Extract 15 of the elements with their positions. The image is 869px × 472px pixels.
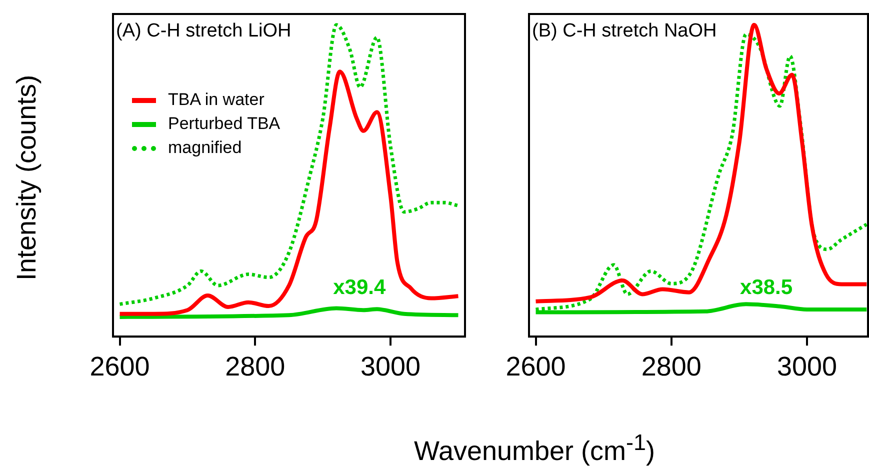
- y-axis-title: Intensity (counts): [12, 74, 42, 280]
- x-tick-label: 3000: [776, 351, 838, 382]
- chart-title: (A) C-H stretch LiOH: [116, 20, 292, 42]
- x-axis-title: Wavenumber (cm$^{-1}$): [412, 430, 656, 467]
- legend-label: magnified: [168, 137, 242, 159]
- chart-title: (B) C-H stretch NaOH: [532, 20, 717, 42]
- x-tick-label: 3000: [360, 351, 421, 382]
- legend-label: Perturbed TBA: [168, 113, 280, 135]
- x-tick-label: 2800: [225, 351, 286, 382]
- annotation: x39.4: [333, 276, 386, 299]
- x-tick-label: 2600: [506, 351, 566, 382]
- x-tick-label: 2600: [90, 351, 150, 382]
- legend-label: TBA in water: [168, 89, 264, 111]
- annotation: x38.5: [740, 276, 793, 299]
- x-tick-label: 2800: [641, 351, 702, 382]
